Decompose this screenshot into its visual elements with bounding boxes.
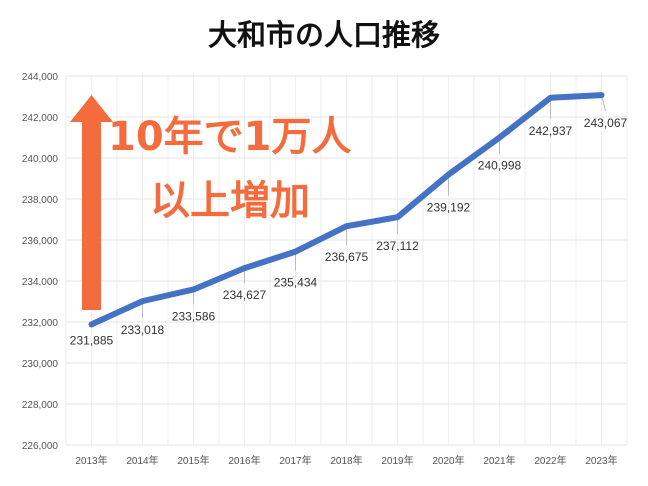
y-tick-label: 228,000: [22, 400, 59, 411]
chart-title: 大和市の人口推移: [207, 18, 440, 52]
x-tick-label: 2016年: [228, 454, 260, 467]
y-tick-label: 244,000: [22, 72, 59, 83]
x-tick-label: 2014年: [126, 454, 158, 467]
y-tick-label: 232,000: [22, 318, 59, 329]
annotation-line2: 以上増加: [150, 178, 310, 224]
annotation-line1: 10年で1万人: [108, 114, 352, 160]
y-tick-label: 242,000: [22, 113, 59, 124]
data-point: [140, 298, 145, 304]
data-label: 243,067: [584, 116, 628, 130]
x-tick-label: 2017年: [279, 454, 311, 467]
x-tick-label: 2022年: [534, 454, 566, 467]
data-label: 235,434: [274, 276, 318, 290]
data-label: 233,018: [121, 323, 165, 337]
data-point: [89, 321, 94, 327]
data-label: 233,586: [172, 309, 216, 323]
x-tick-label: 2023年: [585, 454, 617, 467]
data-label: 240,998: [478, 159, 522, 173]
y-tick-label: 240,000: [22, 154, 59, 165]
data-point: [293, 249, 298, 255]
x-tick-label: 2018年: [330, 454, 362, 467]
x-tick-label: 2013年: [75, 454, 107, 467]
data-label: 236,675: [325, 250, 369, 264]
x-tick-label: 2021年: [483, 454, 515, 467]
data-point: [242, 265, 247, 271]
y-tick-label: 230,000: [22, 359, 59, 370]
data-point: [548, 95, 553, 101]
data-label: 231,885: [70, 333, 114, 347]
y-tick-label: 234,000: [22, 277, 59, 288]
up-arrow-icon: [70, 95, 113, 310]
data-point: [395, 214, 400, 220]
data-label: 242,937: [529, 124, 573, 138]
y-tick-label: 226,000: [22, 441, 59, 452]
data-point: [344, 223, 349, 229]
y-tick-label: 236,000: [22, 236, 59, 247]
data-label: 234,627: [223, 288, 267, 302]
data-label: 239,192: [427, 201, 471, 215]
data-point: [446, 172, 451, 178]
x-tick-label: 2019年: [381, 454, 413, 467]
x-tick-label: 2020年: [432, 454, 464, 467]
data-point: [599, 92, 604, 98]
data-point: [497, 135, 502, 141]
y-tick-label: 238,000: [22, 195, 59, 206]
x-tick-label: 2015年: [177, 454, 209, 467]
data-label: 237,112: [376, 239, 419, 253]
data-point: [191, 286, 196, 292]
